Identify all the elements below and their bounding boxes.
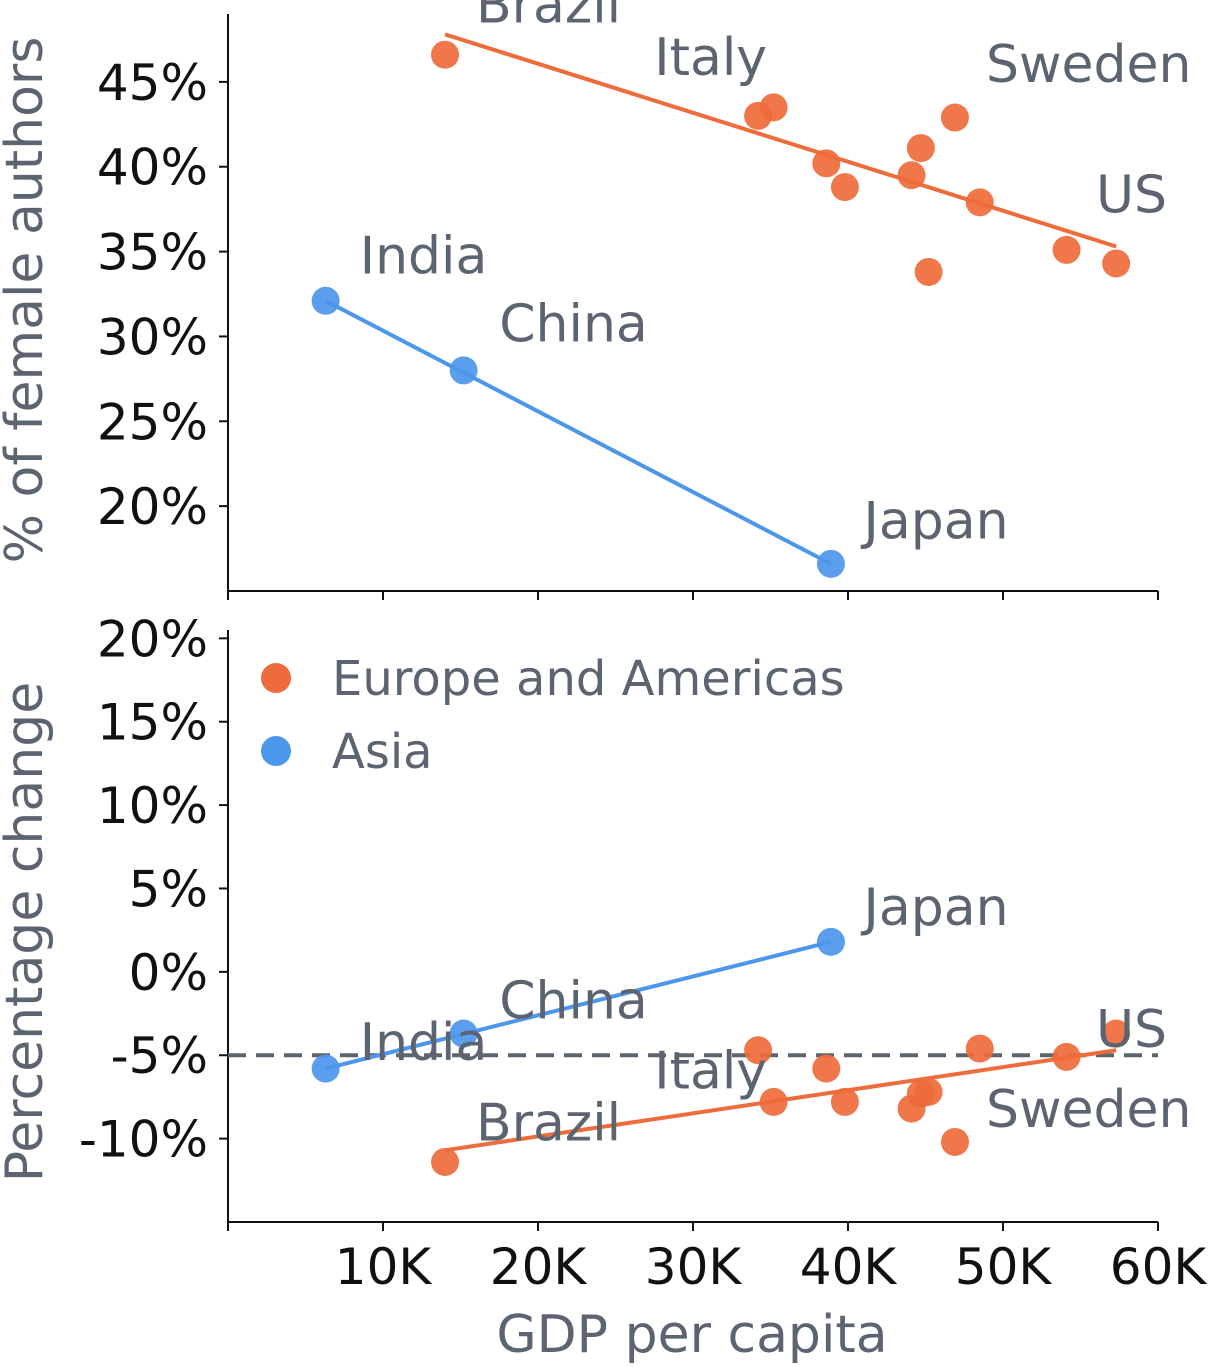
data-point-europe-americas [812,149,841,178]
data-point-asia [816,549,845,578]
legend-label: Europe and Americas [332,651,845,707]
data-point-europe-americas [431,1147,459,1176]
legend-label: Asia [332,724,433,780]
data-point-asia [449,1019,478,1048]
x-tick-label: 60K [1110,1238,1208,1296]
legend-marker [261,736,291,766]
legend-marker [261,663,291,693]
point-label-us: US [1096,166,1167,226]
point-label-us: US [1096,1000,1167,1060]
point-label-japan: Japan [861,491,1009,551]
y-tick-label: 5% [129,860,208,918]
x-tick-label: 50K [955,1238,1053,1296]
point-label-brazil: Brazil [476,1093,621,1153]
data-point-europe-americas [1052,1042,1081,1071]
y-tick-label: 45% [97,54,208,112]
data-point-europe-americas [906,134,935,163]
trend-line-asia [324,299,832,566]
data-point-europe-americas [759,93,788,122]
top-panel: 20% 25% 30% 35% 40% 45% % of female authors Bra… [0,0,1191,600]
y-axis-title: % of female authors [0,37,55,564]
data-point-europe-americas [830,173,859,202]
y-tick-label: 30% [97,308,208,366]
y-tick-label: 0% [129,944,208,1002]
data-point-europe-americas [1102,1019,1131,1048]
data-point-europe-americas [897,161,926,190]
x-tick-label: 10K [335,1238,433,1296]
data-point-europe-americas [1102,249,1131,278]
point-label-china: China [499,972,648,1032]
point-label-india: India [360,1013,488,1073]
data-point-europe-americas [940,103,969,132]
x-axis-title: GDP per capita [496,1305,887,1365]
data-point-europe-americas [940,1127,969,1156]
trend-line-asia [325,939,832,1071]
y-tick-label: -10% [79,1111,208,1169]
data-point-europe-americas [830,1087,859,1116]
point-label-italy: Italy [654,28,767,88]
point-label-sweden: Sweden [986,35,1191,95]
y-tick-label: 20% [97,478,208,536]
data-point-europe-americas [744,1036,773,1065]
data-point-europe-americas [914,1077,943,1106]
y-axis-title: Percentage change [0,682,55,1182]
data-point-europe-americas [431,40,459,69]
y-tick-label: 40% [97,139,208,197]
x-tick-label: 40K [800,1238,898,1296]
data-point-europe-americas [1052,235,1081,264]
point-label-italy: Italy [654,1042,767,1102]
point-label-india: India [360,227,488,287]
trend-line-europe-americas [444,32,1117,249]
y-tick-label: 10% [97,777,208,835]
data-point-asia [311,1054,340,1083]
y-tick-label: 15% [97,694,208,752]
y-tick-label: 35% [97,224,208,282]
point-label-brazil: Brazil [476,0,621,35]
bottom-panel: -10% -5% 0% 5% 10% 15% 20% 10K 20K 30K 40K 50K 60K Pe… [0,610,1207,1365]
data-point-europe-americas [914,257,943,286]
x-tick-label: 30K [645,1238,743,1296]
data-point-asia [449,356,478,385]
y-tick-label: 25% [97,393,208,451]
data-point-asia [816,927,845,956]
data-point-asia [311,286,340,315]
data-point-europe-americas [812,1054,841,1083]
y-tick-label: 20% [97,610,208,668]
point-label-china: China [499,295,648,355]
point-label-sweden: Sweden [986,1080,1191,1140]
data-point-europe-americas [759,1087,788,1116]
y-tick-label: -5% [111,1027,208,1085]
point-label-japan: Japan [861,878,1009,938]
data-point-europe-americas [965,188,994,217]
x-tick-label: 20K [490,1238,588,1296]
data-point-europe-americas [965,1034,994,1063]
